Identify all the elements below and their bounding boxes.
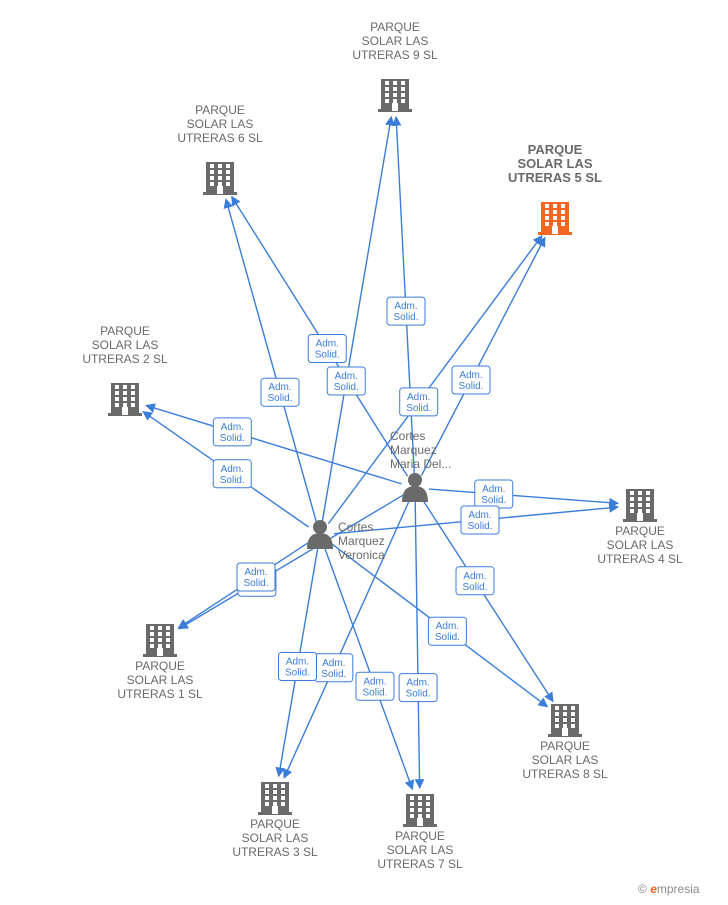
company-node[interactable]: PARQUESOLAR LASUTRERAS 3 SL [232,782,318,859]
edge [429,489,618,503]
building-icon [538,202,572,235]
building-icon [378,79,412,112]
edge-label-text: Adm.Solid. [334,371,359,393]
copyright: © empresia [638,882,700,896]
company-node[interactable]: PARQUESOLAR LASUTRERAS 6 SL [177,103,263,195]
edge-label-text: Adm.Solid. [393,301,418,323]
company-label: PARQUESOLAR LASUTRERAS 2 SL [82,324,168,366]
edge-label-text: Adm.Solid. [435,621,460,643]
edge-label-text: Adm.Solid. [267,382,292,404]
company-label: PARQUESOLAR LASUTRERAS 6 SL [177,103,263,145]
building-icon [258,782,292,815]
company-label: PARQUESOLAR LASUTRERAS 4 SL [597,524,683,566]
company-label: PARQUESOLAR LASUTRERAS 5 SL [508,142,602,185]
edge-label-text: Adm.Solid. [458,370,483,392]
edge-label-text: Adm.Solid. [220,422,245,444]
company-label: PARQUESOLAR LASUTRERAS 7 SL [377,829,463,871]
edge-label-text: Adm.Solid. [481,484,506,506]
company-node[interactable]: PARQUESOLAR LASUTRERAS 4 SL [597,489,683,566]
company-node[interactable]: PARQUESOLAR LASUTRERAS 2 SL [82,324,168,416]
person-label: CortesMarquezVeronica [338,520,385,562]
company-node[interactable]: PARQUESOLAR LASUTRERAS 8 SL [522,704,608,781]
building-icon [143,624,177,657]
edge-label-text: Adm.Solid. [362,676,387,698]
svg-text:© empresia: © empresia [638,882,700,896]
company-node[interactable]: PARQUESOLAR LASUTRERAS 7 SL [377,794,463,871]
building-icon [403,794,437,827]
edge-label-text: Adm.Solid. [462,571,487,593]
edge-label-text: Adm.Solid. [467,510,492,532]
building-icon [203,162,237,195]
edge-label-text: Adm.Solid. [406,678,431,700]
edge [415,502,419,788]
edge-label-text: Adm.Solid. [406,392,431,414]
person-icon [307,520,333,549]
building-icon [108,383,142,416]
edge [322,117,391,522]
company-label: PARQUESOLAR LASUTRERAS 3 SL [232,817,318,859]
person-node[interactable]: CortesMarquezVeronica [307,520,385,562]
company-node[interactable]: PARQUESOLAR LASUTRERAS 9 SL [352,20,438,112]
edge [146,405,402,483]
person-icon [402,473,428,502]
edge-label-text: Adm.Solid. [321,658,346,680]
building-icon [623,489,657,522]
edge-label-text: Adm.Solid. [220,464,245,486]
company-label: PARQUESOLAR LASUTRERAS 9 SL [352,20,438,62]
company-node[interactable]: PARQUESOLAR LASUTRERAS 5 SL [508,142,602,235]
company-node[interactable]: PARQUESOLAR LASUTRERAS 1 SL [117,624,203,701]
person-node[interactable]: CortesMarquezMaria Del... [390,429,451,502]
edge-label-text: Adm.Solid. [243,567,268,589]
edge [421,238,544,476]
building-icon [548,704,582,737]
company-label: PARQUESOLAR LASUTRERAS 8 SL [522,739,608,781]
edge-label-text: Adm.Solid. [285,657,310,679]
network-diagram: Adm.Solid. Adm.Solid. Adm.Solid. Adm.Solid.… [0,0,728,905]
company-label: PARQUESOLAR LASUTRERAS 1 SL [117,659,203,701]
edge-label-text: Adm.Solid. [315,339,340,361]
